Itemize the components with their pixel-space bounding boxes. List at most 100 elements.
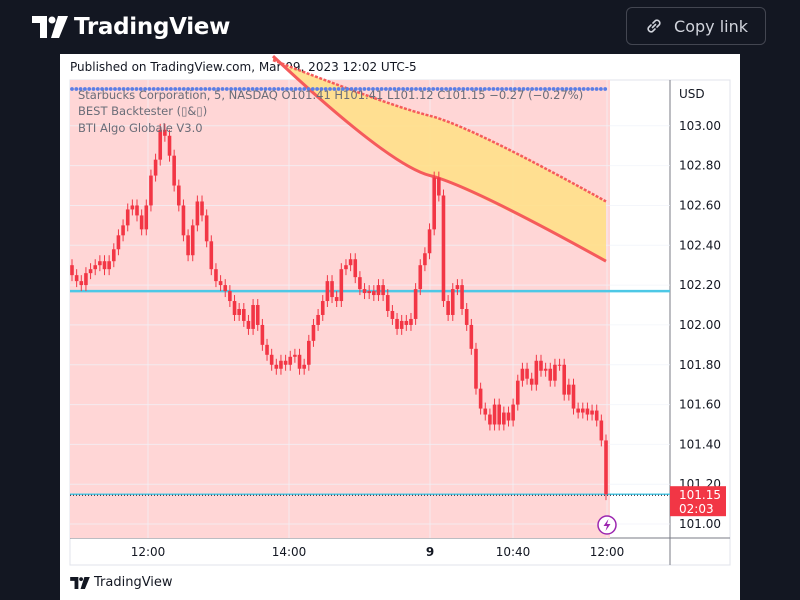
y-tick-label: 102.80	[679, 159, 721, 173]
signal-dot	[603, 87, 608, 91]
signal-dot	[181, 87, 186, 91]
candle-body	[107, 261, 111, 270]
y-tick-label: 101.80	[679, 358, 721, 372]
signal-dot	[237, 87, 242, 91]
tradingview-footer-icon	[70, 576, 90, 589]
signal-dot	[138, 87, 143, 91]
y-tick-label: 101.40	[679, 437, 721, 451]
signal-dot	[401, 87, 405, 91]
candle-body	[293, 354, 297, 357]
signal-dot	[323, 87, 328, 91]
candle-body	[288, 356, 293, 365]
signal-dot	[435, 87, 440, 91]
candle-body	[135, 205, 139, 216]
signal-dot	[517, 87, 522, 91]
candle-body	[367, 291, 371, 294]
signal-dot	[379, 87, 384, 91]
signal-dot	[538, 87, 543, 91]
signal-dot	[108, 87, 113, 91]
x-tick-label: 14:00	[272, 545, 307, 559]
candle-body	[455, 285, 460, 290]
signal-dot	[328, 87, 332, 91]
signal-dot	[207, 87, 212, 91]
candle-body	[483, 408, 488, 415]
signal-dot	[186, 87, 191, 91]
signal-dot	[474, 87, 479, 91]
candle-body	[511, 404, 515, 421]
candle-body	[539, 360, 543, 371]
candle-body	[158, 129, 163, 160]
signal-dot	[267, 87, 272, 91]
candle-body	[237, 309, 241, 315]
y-tick-label: 101.00	[679, 517, 721, 531]
candle-body	[209, 241, 214, 270]
candle-body	[427, 229, 432, 254]
candle-body	[520, 368, 525, 381]
signal-dot	[586, 87, 590, 91]
candle-body	[515, 380, 520, 405]
signal-dot	[581, 87, 586, 91]
copy-link-button[interactable]: Copy link	[626, 7, 766, 45]
signal-dot	[504, 87, 509, 91]
footer-logo: TradingView	[70, 575, 173, 590]
candle-body	[594, 410, 599, 421]
signal-dot	[212, 87, 216, 91]
candle-body	[372, 291, 376, 296]
signal-dot	[70, 87, 74, 91]
candle-body	[218, 281, 223, 286]
signal-dot	[461, 87, 466, 91]
candle-body	[79, 281, 84, 286]
candle-body	[502, 412, 506, 425]
candle-body	[307, 340, 311, 365]
signal-dot	[229, 87, 234, 91]
y-tick-label: 102.60	[679, 198, 721, 212]
candle-body	[399, 320, 404, 329]
signal-dot	[341, 87, 345, 91]
brand[interactable]: TradingView	[32, 12, 230, 42]
lightning-icon[interactable]	[597, 515, 617, 535]
signal-dot	[113, 87, 117, 91]
candle-body	[204, 215, 209, 242]
candle-body	[432, 177, 436, 230]
candle-body	[111, 249, 116, 262]
y-tick-label: 102.20	[679, 278, 721, 292]
signal-dot	[285, 87, 289, 91]
candle-body	[153, 159, 158, 176]
copy-link-label: Copy link	[674, 16, 748, 36]
candle-body	[251, 305, 255, 329]
signal-dot	[573, 87, 577, 91]
signal-dot	[156, 87, 160, 91]
signal-dot	[564, 87, 569, 91]
legend-symbol-line: Starbucks Corporation, 5, NASDAQ O101.41…	[78, 88, 583, 102]
signal-dot	[371, 87, 375, 91]
candle-body	[246, 320, 251, 329]
signal-dot	[147, 87, 152, 91]
candle-body	[330, 281, 334, 298]
candle-body	[464, 309, 469, 325]
signal-dot	[478, 87, 483, 91]
candle-body	[311, 324, 316, 341]
bar-countdown: 02:03	[679, 502, 714, 516]
candle-body	[525, 368, 529, 379]
signal-dot	[100, 87, 104, 91]
candle-body	[497, 404, 501, 425]
signal-dot	[151, 87, 156, 91]
candle-body	[302, 364, 306, 369]
signal-dot	[306, 87, 311, 91]
candle-body	[599, 420, 604, 441]
brand-name: TradingView	[74, 14, 231, 40]
signal-dot	[242, 87, 246, 91]
signal-dot	[358, 87, 362, 91]
candle-body	[320, 301, 325, 315]
signal-dot	[83, 87, 87, 91]
candle-body	[390, 310, 395, 319]
signal-dot	[289, 87, 294, 91]
candle-body	[297, 354, 302, 369]
candle-body	[567, 384, 571, 395]
signal-dot	[272, 87, 276, 91]
signal-dot	[556, 87, 560, 91]
signal-dot	[233, 87, 238, 91]
candle-body	[228, 291, 232, 302]
x-tick-label: 12:00	[131, 545, 166, 559]
